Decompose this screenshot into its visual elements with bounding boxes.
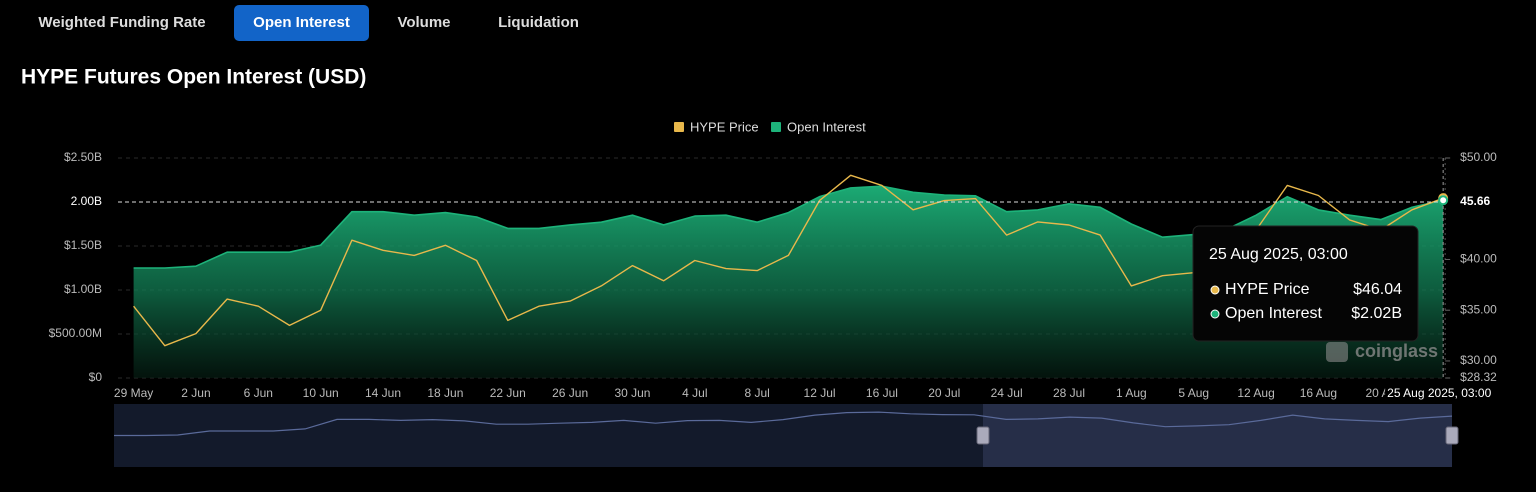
legend-label: Open Interest — [787, 119, 866, 134]
x-tick-label: 30 Jun — [614, 386, 650, 400]
y2-tick-label: $40.00 — [1460, 252, 1497, 266]
x-tick-label: 26 Jun — [552, 386, 588, 400]
tooltip-dot — [1210, 309, 1220, 319]
tooltip: 25 Aug 2025, 03:00 HYPE Price $46.04 Open I… — [1192, 225, 1419, 342]
y2-tick-label: $35.00 — [1460, 302, 1497, 316]
tab-active-bg — [234, 5, 369, 41]
x-tick-label: 5 Aug — [1178, 386, 1209, 400]
crosshair-x-label-bg — [1385, 385, 1502, 403]
y-tick-label: $1.50B — [64, 238, 102, 252]
x-tick-label: 16 Jul — [866, 386, 898, 400]
tooltip-value: $2.02B — [1351, 305, 1402, 322]
watermark-icon — [1326, 342, 1348, 362]
y-tick-label: $1.00B — [64, 282, 102, 296]
x-tick-label: 12 Aug — [1237, 386, 1274, 400]
legend-swatch — [674, 122, 684, 132]
tooltip-series: Open Interest — [1225, 305, 1323, 322]
y-tick-label: $2.50B — [64, 150, 102, 164]
tooltip-value: $46.04 — [1353, 281, 1402, 298]
chart-title: HYPE Futures Open Interest (USD) — [21, 66, 366, 89]
crosshair-y-label: 2.00B — [71, 194, 102, 208]
crosshair-y2-label: 45.66 — [1460, 194, 1490, 208]
x-tick-label: 4 Jul — [682, 386, 707, 400]
y-tick-label: $0 — [89, 370, 103, 384]
legend-swatch — [771, 122, 781, 132]
navigator-line — [114, 411, 1453, 437]
tab-label: Liquidation — [498, 14, 579, 31]
tooltip-dot — [1210, 285, 1220, 295]
x-tick-label: 6 Jun — [244, 386, 273, 400]
tab-label: Volume — [397, 14, 450, 31]
tab-bar: Weighted Funding Rate Open Interest Volume… — [38, 5, 579, 41]
x-tick-label: 1 Aug — [1116, 386, 1147, 400]
tab-label: Weighted Funding Rate — [38, 14, 205, 31]
x-tick-label: 14 Jun — [365, 386, 401, 400]
crosshair-x-label: 25 Aug 2025, 03:00 — [1387, 386, 1491, 400]
area — [133, 186, 1444, 378]
legend-label: HYPE Price — [690, 119, 759, 134]
tab[interactable]: Open Interest — [234, 5, 369, 41]
navigator-handle[interactable] — [1445, 426, 1459, 445]
y-tick-label: $500.00M — [49, 326, 102, 340]
tooltip-series: HYPE Price — [1225, 281, 1310, 298]
x-tick-label: 8 Jul — [745, 386, 770, 400]
tab[interactable]: Weighted Funding Rate — [38, 14, 205, 31]
tab[interactable]: Liquidation — [498, 14, 579, 31]
tab-label: Open Interest — [253, 14, 350, 31]
tooltip-bg — [1192, 225, 1419, 342]
y2-tick-label: $30.00 — [1460, 353, 1497, 367]
x-tick-label: 22 Jun — [490, 386, 526, 400]
hover-point — [1438, 195, 1449, 206]
tooltip-title: 25 Aug 2025, 03:00 — [1209, 246, 1348, 263]
watermark: coinglass — [1355, 341, 1438, 361]
chart: HYPE Price Open Interest $0 $500.00M $1.00B $… — [49, 119, 1502, 467]
x-tick-label: 28 Jul — [1053, 386, 1085, 400]
navigator-selection — [983, 404, 1452, 467]
y2-tick-label: $28.32 — [1460, 370, 1497, 384]
x-tick-label: 20 Jul — [928, 386, 960, 400]
x-tick-label: 24 Jul — [991, 386, 1023, 400]
x-tick-label: 2 Jun — [181, 386, 210, 400]
y2-tick-label: $50.00 — [1460, 150, 1497, 164]
navigator-handle[interactable] — [976, 426, 990, 445]
x-tick-label: 29 May — [114, 386, 153, 400]
tab[interactable]: Volume — [397, 14, 450, 31]
x-tick-label: 16 Aug — [1300, 386, 1337, 400]
x-tick-label: 10 Jun — [303, 386, 339, 400]
x-tick-label: 18 Jun — [427, 386, 463, 400]
x-tick-label: 12 Jul — [804, 386, 836, 400]
